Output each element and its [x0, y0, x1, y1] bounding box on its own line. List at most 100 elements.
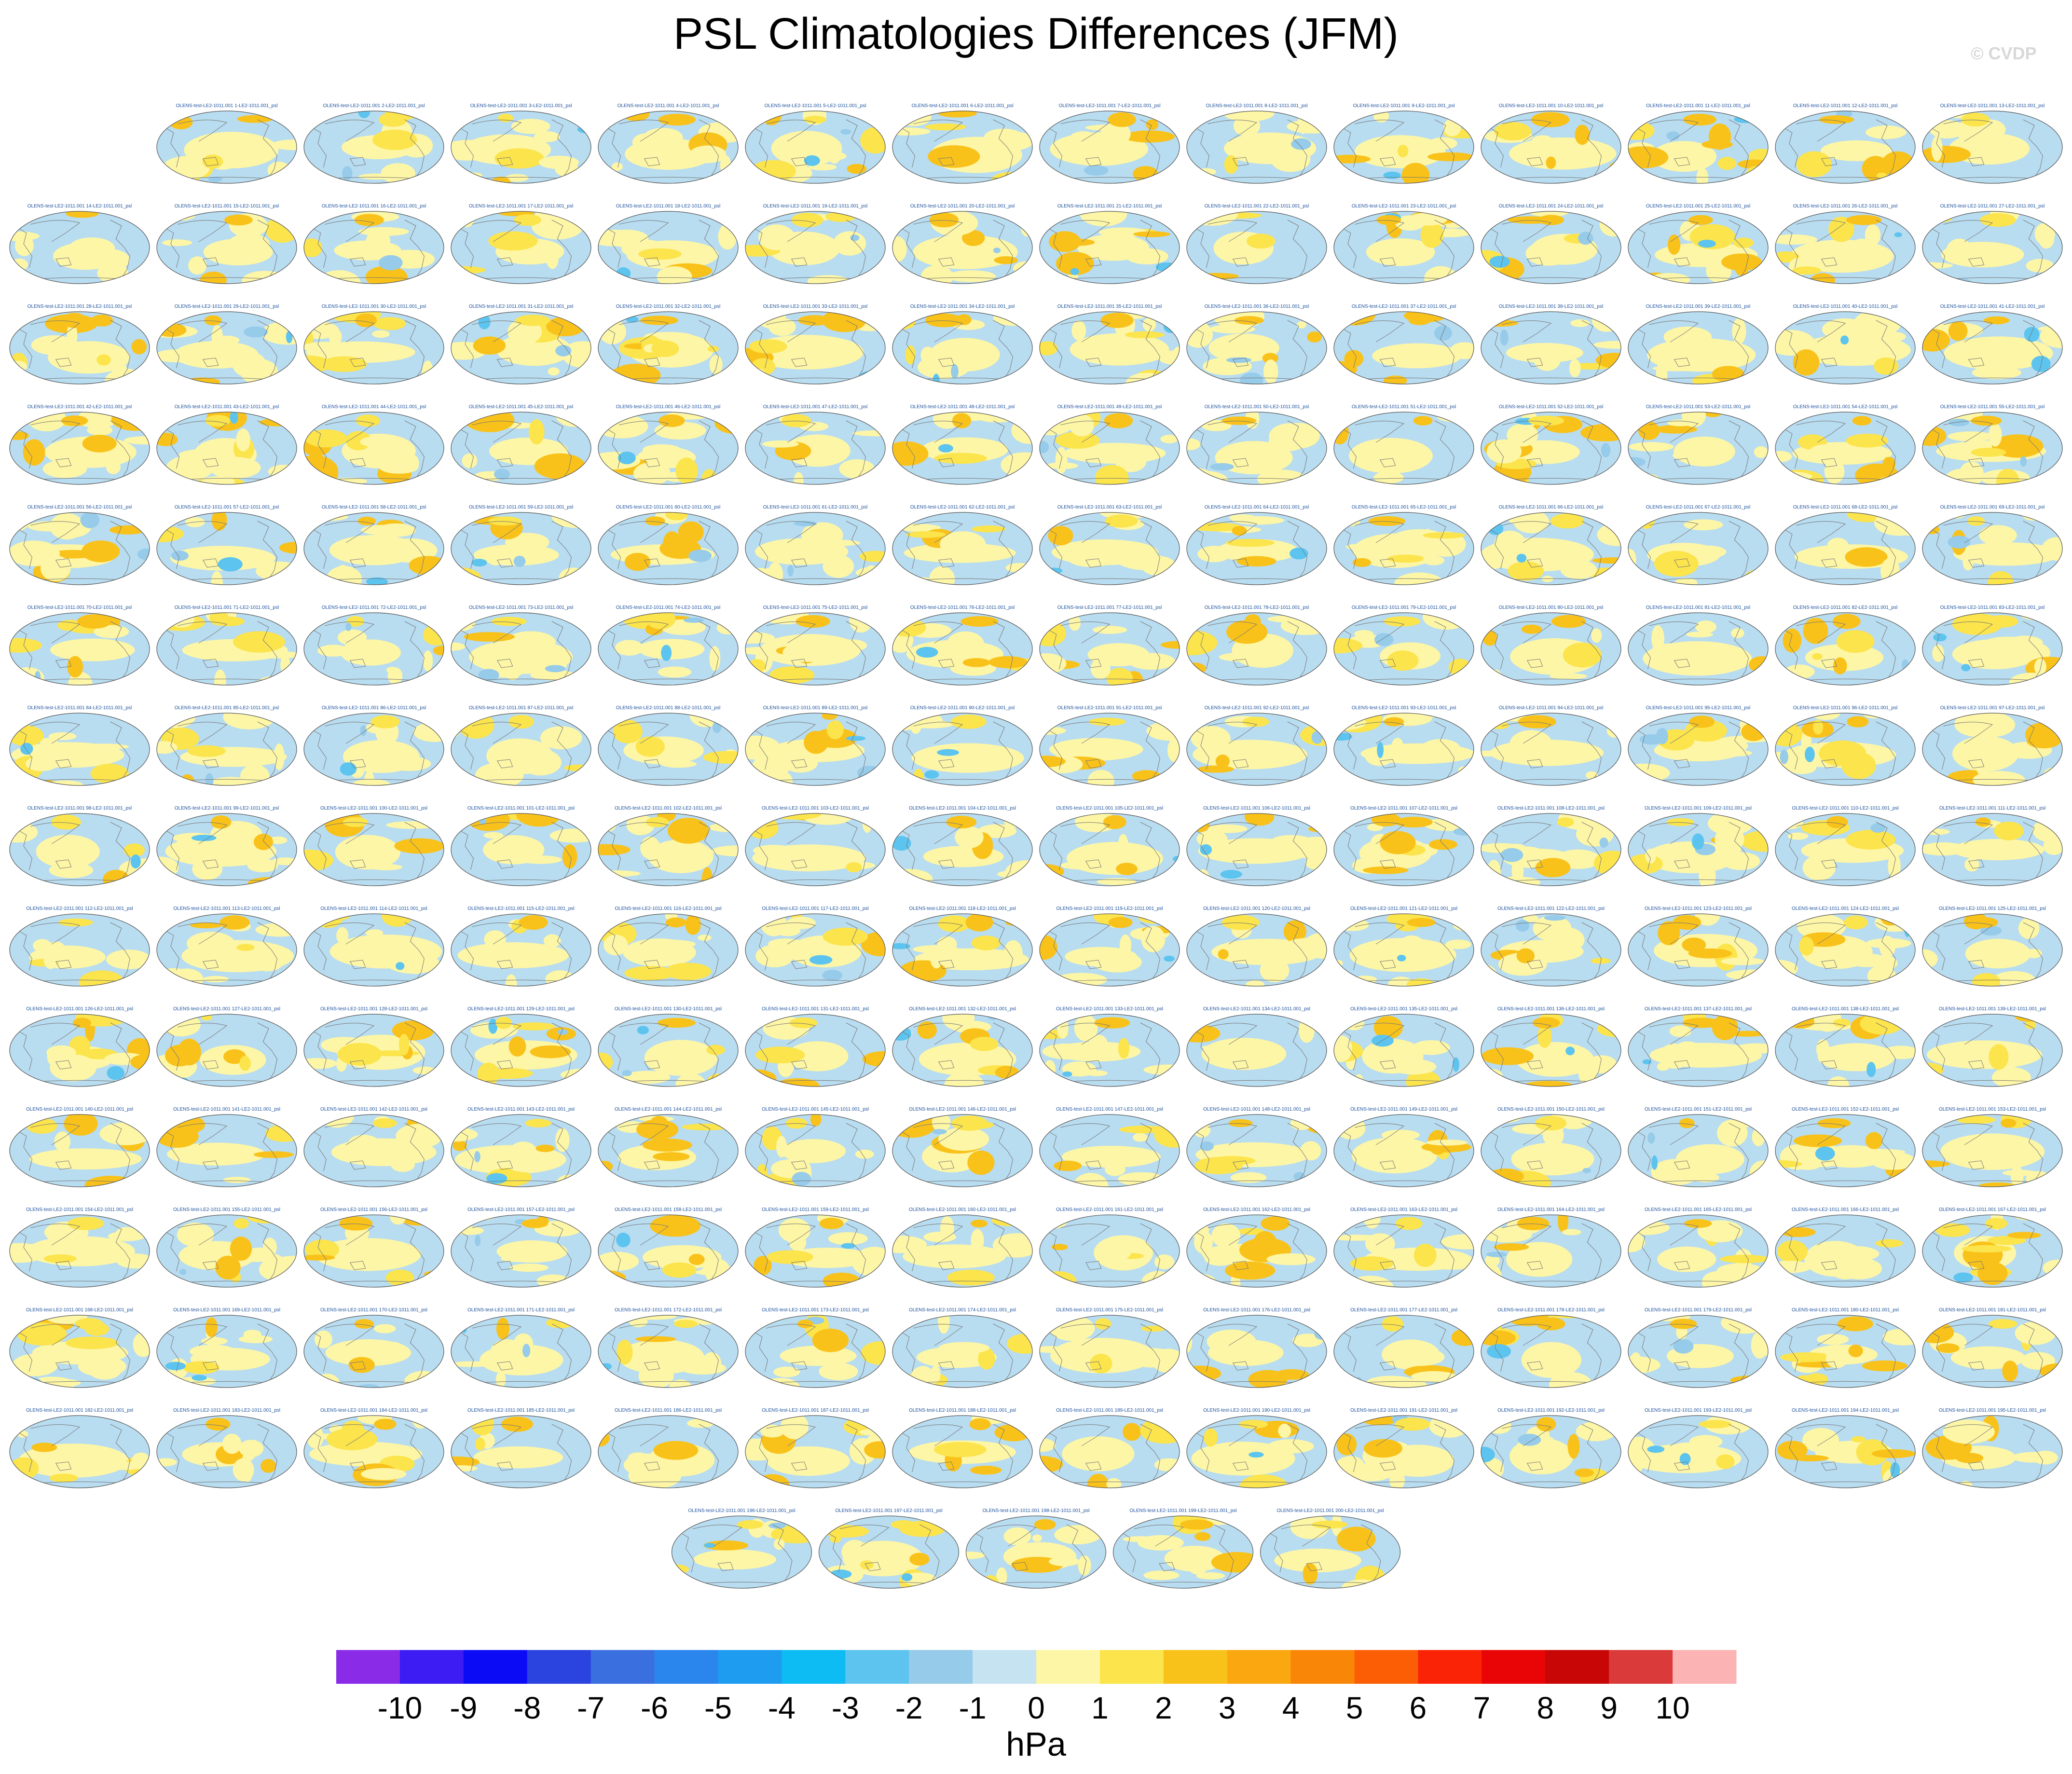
panel-label: OLENS-test-LE2-1011.001 10-LE2-1011.001_…	[1499, 103, 1603, 109]
panel-label: OLENS-test-LE2-1011.001 196-LE2-1011.001…	[688, 1508, 796, 1513]
map-panel: OLENS-test-LE2-1011.001 135-LE2-1011.001…	[1333, 1006, 1474, 1087]
globe-outline	[9, 1114, 150, 1187]
map-panel: OLENS-test-LE2-1011.001 21-LE2-1011.001_…	[1039, 204, 1180, 284]
map-panel: OLENS-test-LE2-1011.001 142-LE2-1011.001…	[303, 1107, 444, 1187]
panel-label: OLENS-test-LE2-1011.001 30-LE2-1011.001_…	[322, 304, 426, 309]
globe-outline	[1039, 1315, 1180, 1388]
map-panel: OLENS-test-LE2-1011.001 20-LE2-1011.001_…	[892, 204, 1033, 284]
globe-outline	[1186, 612, 1327, 686]
map-panel: OLENS-test-LE2-1011.001 3-LE2-1011.001_p…	[451, 103, 591, 184]
map-panel: OLENS-test-LE2-1011.001 192-LE2-1011.001…	[1481, 1408, 1621, 1488]
panel-label: OLENS-test-LE2-1011.001 122-LE2-1011.001…	[1497, 906, 1605, 911]
map-panel: OLENS-test-LE2-1011.001 97-LE2-1011.001_…	[1922, 705, 2063, 786]
map-panel: OLENS-test-LE2-1011.001 181-LE2-1011.001…	[1922, 1307, 2063, 1388]
globe-outline	[303, 713, 444, 786]
map-panel: OLENS-test-LE2-1011.001 189-LE2-1011.001…	[1039, 1408, 1180, 1488]
panel-label: OLENS-test-LE2-1011.001 185-LE2-1011.001…	[467, 1408, 575, 1413]
globe-outline	[1922, 913, 2063, 987]
panel-label: OLENS-test-LE2-1011.001 123-LE2-1011.001…	[1645, 906, 1752, 911]
psl-anomaly-field	[1187, 312, 1327, 384]
map-panel: OLENS-test-LE2-1011.001 4-LE2-1011.001_p…	[598, 103, 739, 184]
map-panel: OLENS-test-LE2-1011.001 104-LE2-1011.001…	[892, 806, 1033, 886]
psl-anomaly-field	[1040, 112, 1175, 183]
panel-label: OLENS-test-LE2-1011.001 140-LE2-1011.001…	[26, 1107, 133, 1112]
globe-outline	[1628, 412, 1769, 485]
map-panel: OLENS-test-LE2-1011.001 179-LE2-1011.001…	[1628, 1307, 1769, 1388]
figure-title: PSL Climatologies Differences (JFM)	[673, 9, 1399, 58]
panel-label: OLENS-test-LE2-1011.001 6-LE2-1011.001_p…	[912, 103, 1014, 109]
psl-anomaly-field	[1775, 1227, 1903, 1279]
panel-label: OLENS-test-LE2-1011.001 66-LE2-1011.001_…	[1499, 505, 1603, 510]
panel-label: OLENS-test-LE2-1011.001 189-LE2-1011.001…	[1056, 1408, 1163, 1413]
panel-label: OLENS-test-LE2-1011.001 188-LE2-1011.001…	[909, 1408, 1016, 1413]
globe-outline	[1481, 1415, 1621, 1488]
globe-outline	[303, 412, 444, 485]
globe-outline	[451, 1214, 591, 1288]
map-panel: OLENS-test-LE2-1011.001 145-LE2-1011.001…	[745, 1107, 886, 1187]
panel-label: OLENS-test-LE2-1011.001 46-LE2-1011.001_…	[616, 404, 720, 410]
globe-outline	[1775, 412, 1916, 485]
panel-label: OLENS-test-LE2-1011.001 88-LE2-1011.001_…	[616, 705, 720, 711]
map-panel: OLENS-test-LE2-1011.001 48-LE2-1011.001_…	[892, 404, 1033, 485]
panel-label: OLENS-test-LE2-1011.001 161-LE2-1011.001…	[1056, 1207, 1163, 1212]
globe-outline	[303, 913, 444, 987]
globe-outline	[745, 110, 886, 184]
map-panel: OLENS-test-LE2-1011.001 68-LE2-1011.001_…	[1775, 505, 1916, 585]
psl-anomaly-field	[600, 1315, 738, 1388]
panel-label: OLENS-test-LE2-1011.001 37-LE2-1011.001_…	[1352, 304, 1456, 309]
panel-label: OLENS-test-LE2-1011.001 90-LE2-1011.001_…	[910, 705, 1015, 711]
globe-outline	[892, 913, 1033, 987]
panel-label: OLENS-test-LE2-1011.001 48-LE2-1011.001_…	[910, 404, 1015, 410]
map-panel: OLENS-test-LE2-1011.001 146-LE2-1011.001…	[892, 1107, 1033, 1187]
panel-label: OLENS-test-LE2-1011.001 134-LE2-1011.001…	[1203, 1006, 1310, 1012]
panel-label: OLENS-test-LE2-1011.001 81-LE2-1011.001_…	[1646, 605, 1750, 610]
panel-label: OLENS-test-LE2-1011.001 181-LE2-1011.001…	[1939, 1307, 2046, 1313]
map-panel: OLENS-test-LE2-1011.001 39-LE2-1011.001_…	[1628, 304, 1769, 385]
globe-outline	[892, 1315, 1033, 1388]
globe-outline	[451, 813, 591, 886]
map-panel: OLENS-test-LE2-1011.001 183-LE2-1011.001…	[156, 1408, 297, 1488]
globe-outline	[745, 512, 886, 585]
globe-outline	[892, 110, 1033, 184]
map-panel: OLENS-test-LE2-1011.001 178-LE2-1011.001…	[1481, 1307, 1621, 1388]
map-panel: OLENS-test-LE2-1011.001 132-LE2-1011.001…	[892, 1006, 1033, 1087]
map-panel: OLENS-test-LE2-1011.001 18-LE2-1011.001_…	[598, 204, 739, 284]
globe-outline	[1628, 813, 1769, 886]
panel-label: OLENS-test-LE2-1011.001 193-LE2-1011.001…	[1645, 1408, 1752, 1413]
panel-label: OLENS-test-LE2-1011.001 152-LE2-1011.001…	[1792, 1107, 1899, 1112]
panel-label: OLENS-test-LE2-1011.001 145-LE2-1011.001…	[762, 1107, 869, 1112]
panel-label: OLENS-test-LE2-1011.001 179-LE2-1011.001…	[1645, 1307, 1752, 1313]
globe-outline	[1039, 110, 1180, 184]
map-panel: OLENS-test-LE2-1011.001 120-LE2-1011.001…	[1186, 906, 1327, 987]
panel-label: OLENS-test-LE2-1011.001 131-LE2-1011.001…	[762, 1006, 869, 1012]
globe-outline	[745, 1114, 886, 1187]
panel-label: OLENS-test-LE2-1011.001 121-LE2-1011.001…	[1350, 906, 1457, 911]
globe-outline	[671, 1515, 812, 1589]
globe-outline	[1481, 412, 1621, 485]
globe-outline	[1628, 1315, 1769, 1388]
panel-label: OLENS-test-LE2-1011.001 70-LE2-1011.001_…	[27, 605, 132, 610]
map-panel: OLENS-test-LE2-1011.001 47-LE2-1011.001_…	[745, 404, 886, 485]
map-panel: OLENS-test-LE2-1011.001 63-LE2-1011.001_…	[1039, 505, 1180, 585]
map-panel: OLENS-test-LE2-1011.001 52-LE2-1011.001_…	[1481, 404, 1621, 485]
map-panel: OLENS-test-LE2-1011.001 74-LE2-1011.001_…	[598, 605, 739, 686]
panel-label: OLENS-test-LE2-1011.001 107-LE2-1011.001…	[1350, 806, 1457, 811]
panel-label: OLENS-test-LE2-1011.001 119-LE2-1011.001…	[1056, 906, 1163, 911]
map-panel: OLENS-test-LE2-1011.001 94-LE2-1011.001_…	[1481, 705, 1621, 786]
panel-label: OLENS-test-LE2-1011.001 60-LE2-1011.001_…	[616, 505, 720, 510]
psl-anomaly-field	[1211, 915, 1327, 986]
map-panel: OLENS-test-LE2-1011.001 186-LE2-1011.001…	[598, 1408, 739, 1488]
map-panel: OLENS-test-LE2-1011.001 176-LE2-1011.001…	[1186, 1307, 1327, 1388]
map-panel: OLENS-test-LE2-1011.001 89-LE2-1011.001_…	[745, 705, 886, 786]
globe-outline	[156, 311, 297, 385]
globe-outline	[1481, 1114, 1621, 1187]
panel-label: OLENS-test-LE2-1011.001 82-LE2-1011.001_…	[1793, 605, 1897, 610]
map-panel: OLENS-test-LE2-1011.001 149-LE2-1011.001…	[1333, 1107, 1474, 1187]
map-panel: OLENS-test-LE2-1011.001 157-LE2-1011.001…	[451, 1207, 591, 1288]
panel-label: OLENS-test-LE2-1011.001 147-LE2-1011.001…	[1056, 1107, 1163, 1112]
globe-outline	[1333, 512, 1474, 585]
globe-outline	[1922, 612, 2063, 686]
globe-outline	[1333, 110, 1474, 184]
globe-outline	[156, 1214, 297, 1288]
globe-outline	[1922, 1114, 2063, 1187]
